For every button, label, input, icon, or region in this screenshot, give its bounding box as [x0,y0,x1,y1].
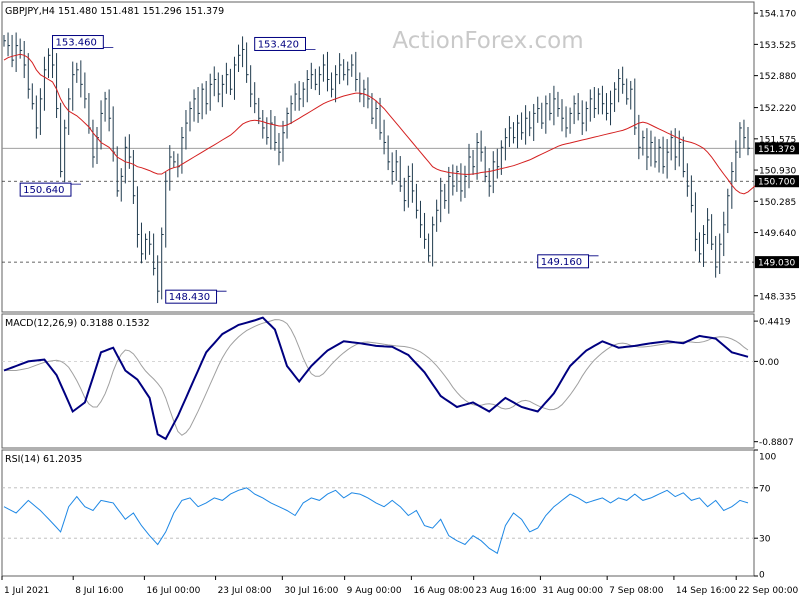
moving-average-line [3,53,761,195]
price-title: GBPJPY,H4 151.480 151.481 151.296 151.37… [5,6,224,17]
x-tick-label: 16 Aug 08:00 [413,586,474,596]
rsi-y-tick-label: 30 [759,535,771,545]
x-tick-label: 23 Aug 16:00 [476,586,537,596]
price-y-tick-label: 149.640 [759,229,796,239]
annotation-box [254,36,306,51]
x-tick-label: 23 Jul 08:00 [218,586,272,596]
annotation-label: 153.460 [56,38,97,49]
x-tick-label: 30 Jul 16:00 [284,586,338,596]
price-y-tick-label: 150.930 [759,167,796,177]
annotation-label: 150.640 [23,185,64,196]
macd-panel [1,313,755,449]
x-tick-label: 9 Aug 00:00 [347,586,402,596]
current-price-label: 151.379 [758,145,795,155]
x-tick-label: 22 Sep 00:00 [738,586,798,596]
support-level-box [755,256,799,269]
axes: 154.170 153.525 152.880 152.220 151.575 150.9… [1,10,799,596]
annotation-label: 149.160 [541,257,582,268]
watermark: ActionForex.com [392,28,583,54]
annotation-label: 148.430 [169,292,210,303]
rsi-y-tick-label: 0 [759,571,765,581]
rsi-title: RSI(14) 61.2035 [5,454,82,465]
x-tick-label: 16 Jul 00:00 [146,586,200,596]
x-tick-label: 1 Jul 2021 [4,586,49,596]
macd-title: MACD(12,26,9) 0.3188 0.1532 [5,318,150,329]
price-y-tick-label: 152.880 [759,72,796,82]
price-y-tick-label: 151.575 [759,135,796,145]
price-y-tick-label: 148.335 [759,292,796,302]
x-tick-label: 31 Aug 00:00 [542,586,603,596]
support-level-label: 149.030 [758,259,795,269]
macd-y-tick-label: 0.00 [759,358,779,368]
price-y-tick-label: 154.170 [759,10,796,20]
rsi-y-tick-label: 100 [759,453,776,463]
price-y-tick-label: 153.525 [759,41,796,51]
annotation-box [52,35,104,50]
macd-signal-line [4,319,749,436]
x-tick-label: 14 Sep 16:00 [676,586,736,596]
current-price-box [755,142,799,155]
macd-line [3,316,749,441]
rsi-panel [1,449,755,577]
rsi-y-tick-label: 70 [759,484,771,494]
annotation-box [165,289,218,304]
annotation-label: 153.420 [258,39,299,50]
rsi-plot [2,487,754,555]
price-y-tick-label: 150.285 [759,198,796,208]
support-level-box [755,175,799,188]
price-plot: 153.460153.420150.640148.430149.160152.8… [2,32,761,304]
support-level-label: 150.700 [758,178,795,188]
rsi-line [3,487,749,555]
price-panel [1,1,755,313]
annotation-box [19,182,72,197]
price-y-tick-label: 152.220 [759,104,796,114]
macd-y-tick-label: -0.8807 [759,438,794,448]
macd-plot [2,316,754,441]
x-tick-label: 7 Sep 08:00 [609,586,664,596]
annotation-box [537,254,590,269]
x-tick-label: 8 Jul 16:00 [75,586,124,596]
macd-y-tick-label: 0.4419 [759,318,791,328]
